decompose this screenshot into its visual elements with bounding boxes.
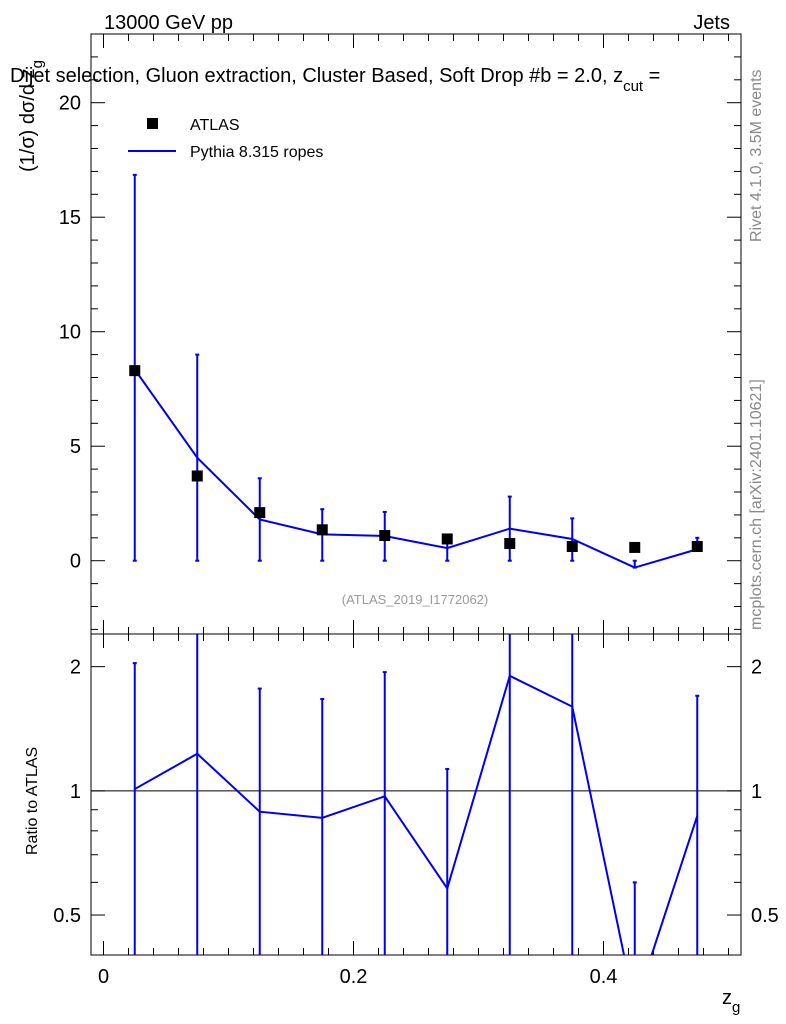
legend-atlas-marker bbox=[147, 118, 158, 129]
main-y-tick-label: 20 bbox=[59, 93, 81, 115]
atlas-marker bbox=[316, 524, 328, 536]
ratio-panel-frame bbox=[90, 633, 742, 956]
pythia-line bbox=[133, 368, 698, 569]
atlas-marker bbox=[129, 365, 141, 377]
main-panel: (1/σ) dσ/d zg (ATLAS_2019_I1772062) 0 5 10… bbox=[17, 33, 742, 635]
ratio-y-tick-label-right: 2 bbox=[751, 657, 762, 679]
ratio-y-tick-label: 1 bbox=[70, 781, 81, 803]
legend: ATLAS Pythia 8.315 ropes bbox=[128, 117, 323, 161]
main-panel-frame bbox=[90, 33, 742, 635]
category-label: Jets bbox=[693, 12, 730, 34]
ratio-y-tick-label-right: 1 bbox=[751, 781, 762, 803]
x-axis-label-text: z bbox=[722, 987, 732, 1009]
x-tick-label: 0 bbox=[98, 966, 109, 988]
ratio-error-bars bbox=[132, 634, 700, 955]
main-y-tick-label: 10 bbox=[59, 322, 81, 344]
main-y-tick-label: 5 bbox=[70, 436, 81, 458]
atlas-markers bbox=[129, 365, 703, 553]
atlas-marker bbox=[566, 541, 578, 553]
selection-label: Dijet selection, Gluon extraction, Clust… bbox=[10, 65, 660, 95]
ratio-line bbox=[134, 674, 699, 955]
main-y-axis-label-text: (1/σ) dσ/d z bbox=[17, 68, 39, 172]
atlas-marker bbox=[504, 538, 516, 550]
selection-main: Dijet selection, Gluon extraction, Clust… bbox=[10, 65, 623, 87]
atlas-marker bbox=[691, 541, 703, 553]
watermark-label: (ATLAS_2019_I1772062) bbox=[342, 592, 488, 607]
main-y-tick-label: 15 bbox=[59, 207, 81, 229]
ratio-y-tick-label: 0.5 bbox=[53, 905, 81, 927]
rivet-label: Rivet 4.1.0, 3.5M events bbox=[748, 69, 765, 242]
ratio-y-tick-label-right: 0.5 bbox=[751, 905, 779, 927]
main-y-axis-label-subscript: g bbox=[29, 60, 46, 68]
atlas-marker bbox=[629, 541, 641, 553]
ratio-y-tick-label: 2 bbox=[70, 657, 81, 679]
x-axis-label: zg bbox=[722, 987, 740, 1016]
ratio-panel: Ratio to ATLAS zg 0.5 0.5 1 1 2 2 0 0.2 0.4 bbox=[24, 633, 779, 1016]
energy-label: 13000 GeV pp bbox=[104, 12, 233, 34]
mcplots-label: mcplots.cern.ch [arXiv:2401.10621] bbox=[748, 379, 765, 630]
x-axis-label-subscript: g bbox=[732, 999, 740, 1016]
main-axis-ticks: 0 5 10 15 20 bbox=[59, 33, 741, 634]
ratio-y-axis-label: Ratio to ATLAS bbox=[24, 747, 41, 855]
x-tick-label: 0.4 bbox=[590, 966, 618, 988]
atlas-marker bbox=[254, 507, 266, 519]
atlas-marker bbox=[379, 530, 391, 542]
main-y-tick-label: 0 bbox=[70, 551, 81, 573]
x-tick-label: 0.2 bbox=[340, 966, 368, 988]
legend-pythia-label: Pythia 8.315 ropes bbox=[190, 144, 323, 161]
ratio-axis-ticks: 0.5 0.5 1 1 2 2 0 0.2 0.4 bbox=[53, 634, 779, 988]
selection-subscript: cut bbox=[623, 78, 644, 95]
legend-atlas-label: ATLAS bbox=[190, 117, 240, 134]
selection-tail: = bbox=[643, 65, 660, 87]
main-y-axis-label: (1/σ) dσ/d zg bbox=[17, 60, 46, 172]
atlas-marker bbox=[191, 470, 203, 482]
main-error-bars bbox=[132, 173, 700, 569]
atlas-marker bbox=[441, 533, 453, 545]
